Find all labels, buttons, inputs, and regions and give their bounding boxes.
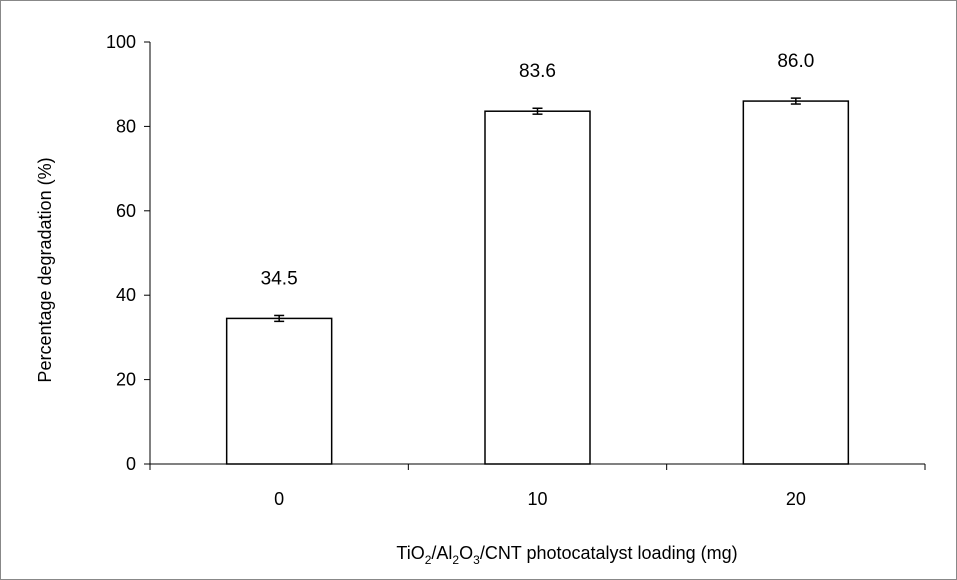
bars: 34.5 83.6 86.0 bbox=[225, 51, 850, 465]
x-tick-label: 0 bbox=[274, 489, 284, 509]
y-tick-label: 80 bbox=[116, 116, 136, 136]
x-title-sub-2a: 2 bbox=[425, 553, 432, 567]
x-title-al: /Al bbox=[431, 543, 452, 563]
data-label: 34.5 bbox=[261, 268, 298, 289]
x-title-o: O bbox=[459, 543, 473, 563]
y-tick-label: 0 bbox=[126, 454, 136, 474]
y-axis-title: Percentage degradation (%) bbox=[35, 157, 55, 382]
x-title-tio: TiO bbox=[396, 543, 424, 563]
data-label: 86.0 bbox=[777, 51, 814, 72]
x-tick-label: 20 bbox=[786, 489, 806, 509]
bar bbox=[225, 317, 333, 465]
y-axis: 0 20 40 60 80 100 bbox=[106, 32, 151, 474]
x-title-sub-3: 3 bbox=[473, 553, 480, 567]
bar bbox=[742, 100, 850, 465]
y-tick-label: 40 bbox=[116, 285, 136, 305]
y-tick-label: 100 bbox=[106, 32, 136, 52]
x-axis-title: TiO2/Al2O3/CNT photocatalyst loading (mg… bbox=[396, 543, 737, 567]
x-tick-label: 10 bbox=[527, 489, 547, 509]
y-tick-label: 20 bbox=[116, 370, 136, 390]
data-label: 83.6 bbox=[519, 61, 556, 82]
bar bbox=[484, 110, 591, 465]
x-title-sub-2b: 2 bbox=[452, 553, 459, 567]
y-tick-label: 60 bbox=[116, 201, 136, 221]
x-title-rest: /CNT photocatalyst loading (mg) bbox=[480, 543, 738, 563]
